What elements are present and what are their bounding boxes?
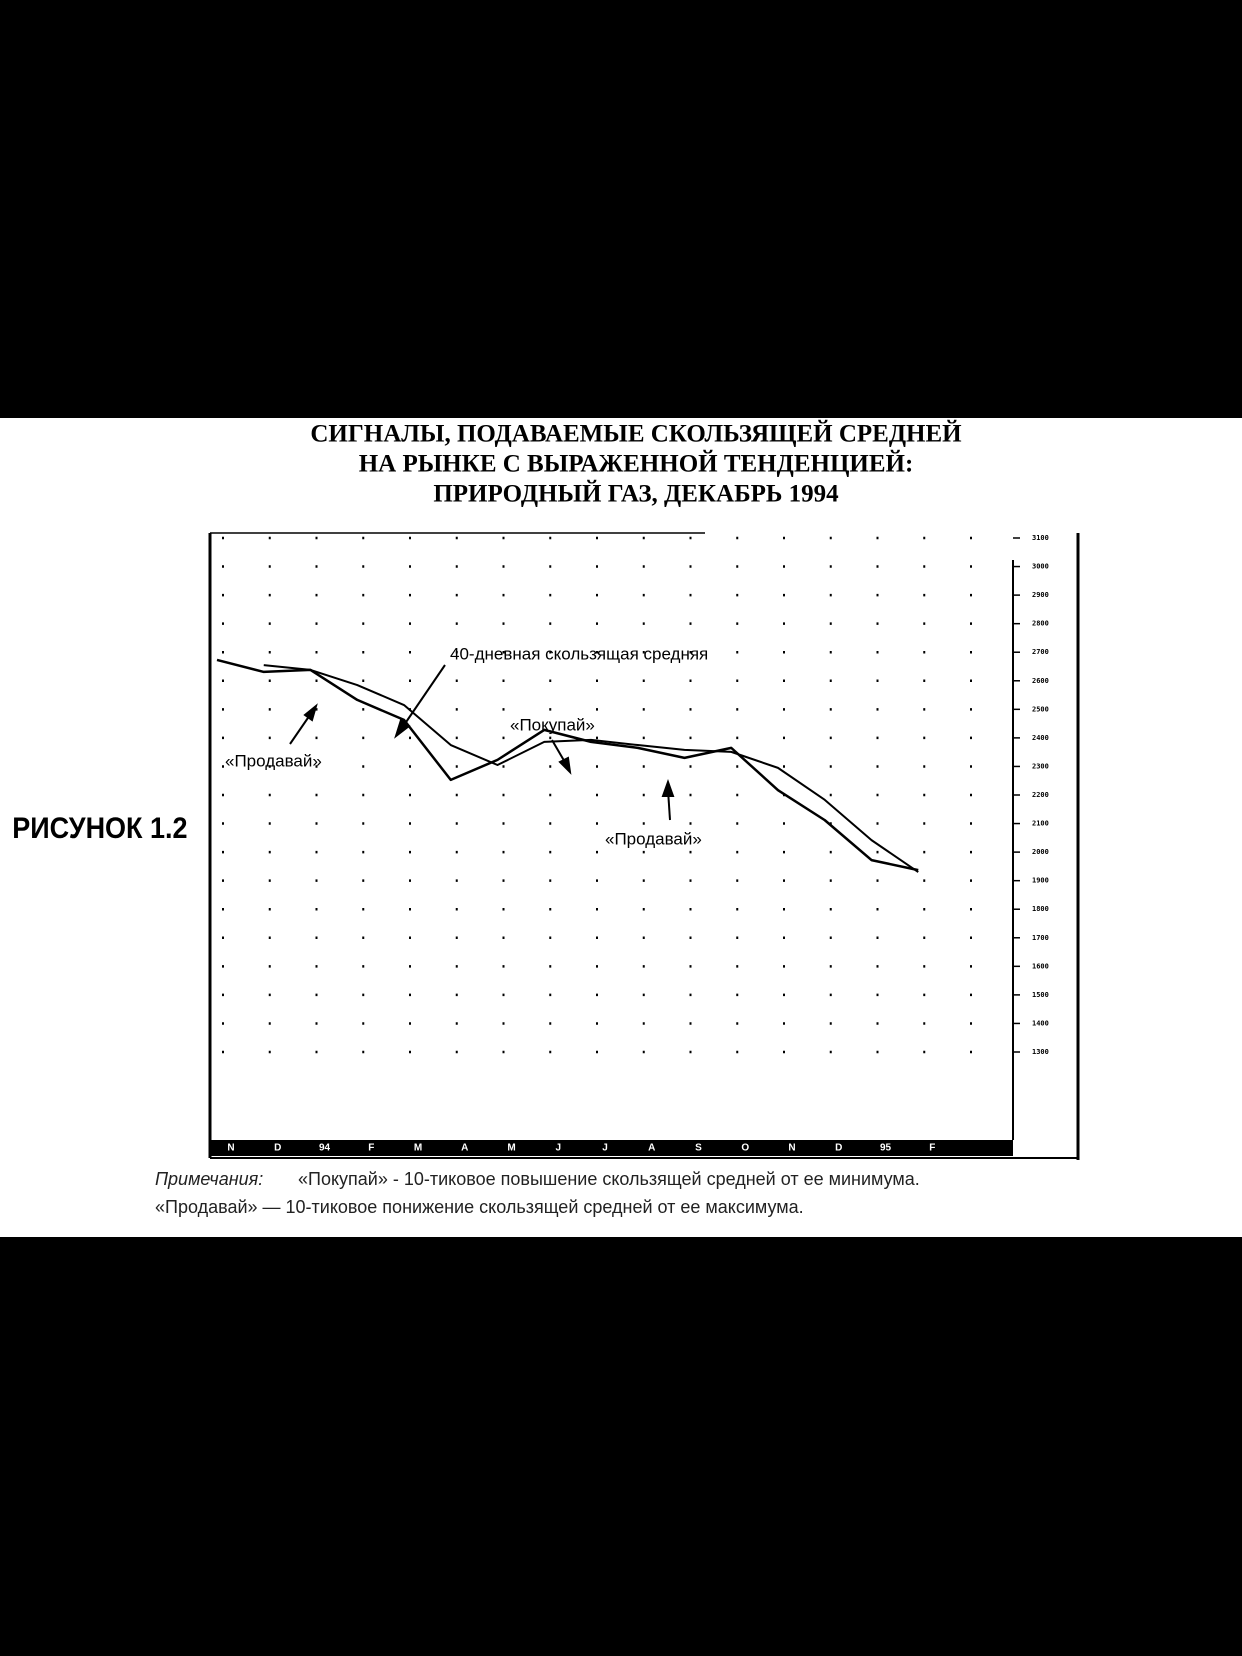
ma-label: 40-дневная скользящая средняя [450,644,708,663]
x-axis-strip [210,1140,1013,1156]
x-tick-label: M [414,1143,422,1154]
x-tick-label: J [602,1143,608,1154]
y-tick-label: 2900 [1032,591,1049,599]
x-tick-label: O [741,1143,749,1154]
annotation: «Продавай» [225,751,322,770]
y-tick-label: 1600 [1032,962,1049,970]
y-tick-label: 1400 [1032,1019,1049,1027]
x-tick-label: D [274,1143,281,1154]
x-tick-label: M [507,1143,515,1154]
x-tick-label: N [227,1143,234,1154]
y-tick-label: 1700 [1032,934,1049,942]
annotation: «Продавай» [605,829,702,848]
x-tick-label: N [788,1143,795,1154]
title-line: ПРИРОДНЫЙ ГАЗ, ДЕКАБРЬ 1994 [433,480,839,508]
y-tick-label: 2800 [1032,620,1049,628]
series-line [263,664,919,873]
y-tick-label: 1800 [1032,905,1049,913]
note-label: Примечания: [155,1169,263,1189]
y-tick-label: 1500 [1032,991,1049,999]
arrows [289,664,675,821]
y-tick-label: 3100 [1032,534,1049,542]
figure-label: РИСУНОК 1.2 [12,812,187,846]
x-tick-label: F [929,1143,935,1154]
y-tick-label: 2200 [1032,791,1049,799]
note-line: «Покупай» - 10-тиковое повышение скользя… [298,1169,920,1189]
x-tick-label: S [695,1143,702,1154]
y-tick-label: 2100 [1032,820,1049,828]
title-line: НА РЫНКЕ С ВЫРАЖЕННОЙ ТЕНДЕНЦИЕЙ: [359,450,914,478]
x-tick-label: A [648,1143,655,1154]
x-tick-label: D [835,1143,842,1154]
y-tick-label: 2500 [1032,705,1049,713]
series-line [216,658,919,872]
y-tick-label: 1900 [1032,877,1049,885]
y-tick-label: 2300 [1032,762,1049,770]
page [0,418,1242,1237]
x-tick-label: 95 [880,1143,892,1154]
title-line: СИГНАЛЫ, ПОДАВАЕМЫЕ СКОЛЬЗЯЩЕЙ СРЕДНЕЙ [310,420,962,448]
annotation: «Покупай» [510,715,595,734]
y-tick-label: 2400 [1032,734,1049,742]
x-tick-label: 94 [319,1143,331,1154]
y-tick-label: 2000 [1032,848,1049,856]
x-tick-label: A [461,1143,468,1154]
x-tick-label: F [368,1143,374,1154]
y-tick-label: 2600 [1032,677,1049,685]
note-line: «Продавай» — 10-тиковое понижение скольз… [155,1197,804,1217]
y-tick-label: 3000 [1032,563,1049,571]
y-tick-label: 2700 [1032,648,1049,656]
x-tick-label: J [555,1143,561,1154]
y-tick-label: 1300 [1032,1048,1049,1056]
